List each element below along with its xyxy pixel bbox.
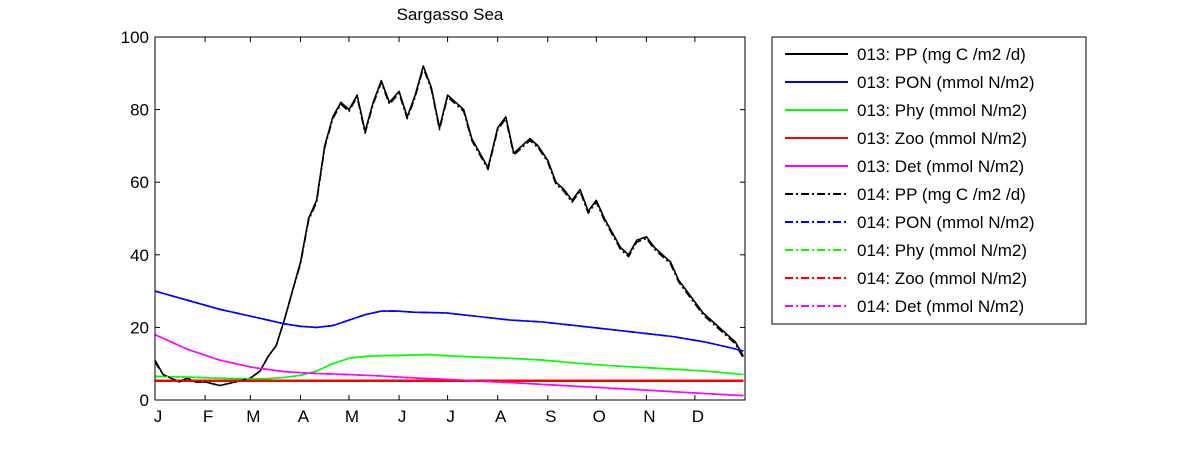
legend-label-3: 013: Phy (mmol N/m2) [857, 101, 1027, 120]
x-tick-label: F [203, 407, 213, 426]
x-tick-label: D [692, 407, 704, 426]
x-tick-label: J [154, 407, 163, 426]
x-tick-label: M [345, 407, 359, 426]
series-layer [154, 65, 745, 397]
y-tick-label: 0 [140, 391, 149, 410]
series-line-10 [154, 333, 744, 397]
series-line-3 [154, 353, 744, 380]
y-tick-label: 100 [121, 28, 149, 47]
y-tick-label: 20 [130, 318, 149, 337]
x-tick-label: S [545, 407, 556, 426]
legend-label-2: 013: PON (mmol N/m2) [857, 73, 1035, 92]
legend: 013: PP (mg C /m2 /d) 013: PON (mmol N/m2… [771, 36, 1087, 325]
series-line-6 [154, 67, 745, 387]
y-tick-label: 60 [130, 173, 149, 192]
y-axis: 0 20 40 60 80 100 [121, 28, 745, 410]
x-tick-label: J [398, 407, 407, 426]
y-tick-label: 80 [130, 101, 149, 120]
x-tick-label: A [495, 407, 507, 426]
x-tick-label: O [593, 407, 606, 426]
legend-box [771, 36, 1087, 325]
legend-label-9: 014: Zoo (mmol N/m2) [857, 269, 1027, 288]
series-line-7 [154, 290, 744, 352]
chart-title: Sargasso Sea [397, 5, 504, 24]
x-tick-label: M [246, 407, 260, 426]
legend-label-7: 014: PON (mmol N/m2) [857, 213, 1035, 232]
legend-label-8: 014: Phy (mmol N/m2) [857, 241, 1027, 260]
legend-label-5: 013: Det (mmol N/m2) [857, 157, 1024, 176]
legend-label-4: 013: Zoo (mmol N/m2) [857, 129, 1027, 148]
plot-area: 0 20 40 60 80 100 J F M A M J J A S O N D [121, 28, 746, 426]
legend-items: 013: PP (mg C /m2 /d) 013: PON (mmol N/m2… [785, 45, 1035, 316]
axes-box [154, 36, 746, 401]
x-tick-label: J [446, 407, 455, 426]
legend-label-1: 013: PP (mg C /m2 /d) [857, 45, 1026, 64]
series-line-1 [154, 65, 745, 387]
y-tick-label: 40 [130, 246, 149, 265]
x-tick-label: N [643, 407, 655, 426]
x-tick-label: A [298, 407, 310, 426]
legend-label-6: 014: PP (mg C /m2 /d) [857, 185, 1026, 204]
legend-label-10: 014: Det (mmol N/m2) [857, 297, 1024, 316]
